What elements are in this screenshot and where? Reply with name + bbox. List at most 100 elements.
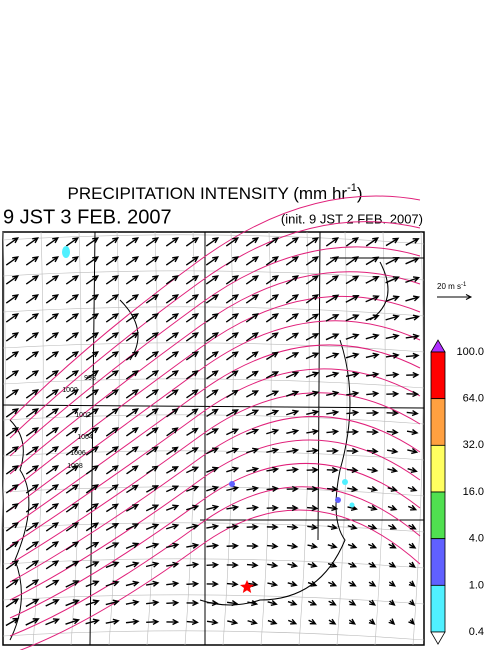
wind-arrow (105, 237, 120, 247)
wind-arrow (105, 313, 120, 323)
wind-arrow (328, 580, 338, 587)
wind-arrow (186, 370, 199, 380)
wind-arrow (165, 237, 180, 247)
wind-arrow (205, 256, 220, 266)
wind-arrow (5, 541, 20, 551)
wind-arrow (125, 599, 140, 606)
wind-arrow (45, 389, 60, 399)
wind-arrow (287, 542, 299, 550)
wind-arrow (388, 580, 396, 587)
wind-arrow (408, 580, 416, 587)
wind-arrow (407, 485, 418, 492)
wind-arrow (348, 561, 358, 568)
wind-arrow (285, 275, 300, 285)
wind-arrow (246, 351, 259, 361)
wind-arrow (285, 352, 300, 360)
wind-arrow (5, 617, 20, 627)
wind-arrow (245, 275, 260, 285)
wind-arrow (25, 618, 40, 626)
wind-arrow (246, 561, 259, 569)
title-text: PRECIPITATION INTENSITY (mm hr (67, 184, 347, 203)
wind-arrow (125, 523, 140, 531)
wind-arrow (145, 237, 160, 247)
wind-arrow (25, 389, 40, 399)
wind-arrow (45, 599, 60, 607)
wind-arrow (367, 504, 378, 511)
wind-arrow (368, 580, 377, 587)
wind-arrow (65, 580, 80, 588)
reference-vector (437, 294, 473, 300)
wind-arrow (185, 294, 200, 304)
colorbar-segment (430, 584, 446, 633)
wind-arrow (65, 503, 80, 513)
wind-arrow (165, 256, 180, 266)
wind-arrow (105, 389, 120, 399)
wind-arrow (186, 561, 200, 568)
wind-arrow (185, 332, 200, 342)
wind-arrow (367, 485, 379, 493)
wind-arrow (326, 409, 340, 416)
wind-arrow (85, 294, 100, 304)
grid-line (260, 231, 272, 646)
wind-arrow (65, 408, 80, 418)
wind-arrow (5, 503, 20, 513)
isobar (9, 246, 421, 457)
wind-arrow (126, 465, 139, 475)
wind-arrow (105, 542, 120, 550)
wind-arrow (345, 333, 360, 340)
wind-arrow (186, 427, 199, 437)
wind-arrow (25, 427, 40, 437)
wind-arrow (5, 427, 20, 437)
wind-arrow (165, 332, 180, 342)
wind-arrow (308, 599, 318, 606)
isobar (9, 344, 421, 529)
colorbar-segment (430, 444, 446, 493)
wind-arrow (346, 428, 360, 436)
wind-arrow (125, 618, 140, 625)
wind-arrow (105, 370, 120, 380)
wind-arrow (185, 256, 200, 266)
wind-arrow (145, 580, 160, 587)
wind-arrow (326, 447, 339, 455)
wind-arrow (165, 504, 180, 511)
colorbar-label: 16.0 (463, 486, 484, 498)
wind-arrow (65, 351, 80, 361)
wind-arrow (186, 485, 200, 492)
wind-arrow (367, 523, 378, 530)
grid-line (2, 522, 425, 533)
wind-arrow (185, 237, 200, 247)
wind-arrow (145, 523, 160, 530)
wind-arrow (85, 389, 100, 399)
wind-arrow (166, 389, 179, 399)
wind-arrow (226, 409, 239, 417)
wind-arrow (5, 275, 20, 285)
wind-arrow (125, 275, 140, 285)
wind-arrow (25, 408, 40, 418)
wind-arrow (408, 523, 417, 530)
wind-arrow (5, 389, 20, 399)
wind-arrow (206, 599, 219, 607)
wind-arrow (305, 333, 320, 341)
wind-arrow (166, 427, 179, 437)
wind-arrow (326, 428, 340, 436)
colorbar-label: 100.0 (456, 346, 484, 358)
wind-arrow (45, 522, 60, 532)
coastlines (9, 261, 389, 641)
wind-arrow (265, 371, 280, 379)
wind-arrow (165, 485, 180, 493)
wind-arrow (166, 618, 180, 626)
wind-arrow (227, 618, 239, 626)
wind-arrow (406, 409, 419, 417)
wind-arrow (266, 332, 279, 342)
wind-arrow (225, 237, 240, 247)
wind-arrow (386, 447, 399, 455)
wind-arrow (247, 580, 259, 588)
wind-arrow (186, 523, 200, 530)
wind-arrow (266, 542, 279, 550)
isobar-label: 998 (84, 375, 96, 382)
wind-arrow (5, 560, 20, 570)
wind-arrow (206, 580, 219, 588)
wind-arrow (246, 370, 259, 380)
wind-arrow (105, 408, 120, 418)
wind-arrow (105, 522, 120, 531)
